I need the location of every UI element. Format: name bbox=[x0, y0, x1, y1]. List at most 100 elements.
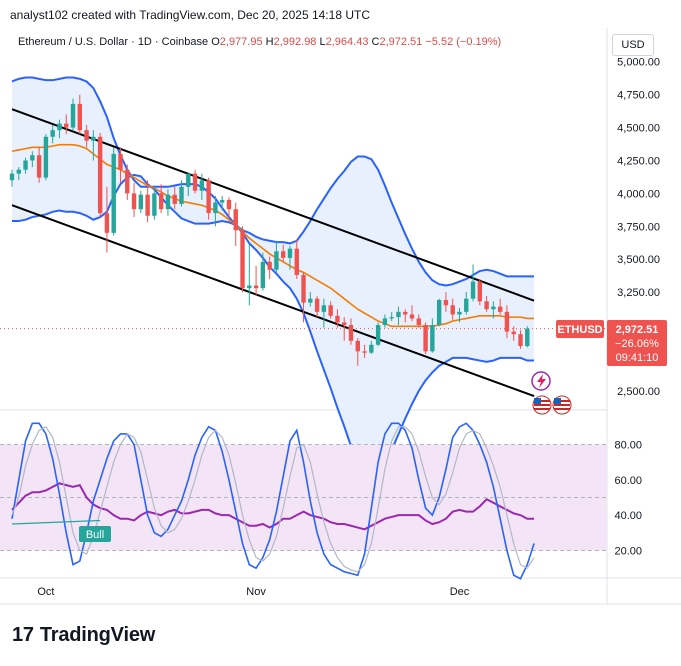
candle bbox=[16, 167, 21, 181]
candle-body bbox=[118, 153, 123, 170]
price-tick-label: 2,500.00 bbox=[617, 386, 660, 398]
candle bbox=[389, 311, 394, 322]
candle-body bbox=[281, 251, 286, 258]
us-flag-icon[interactable] bbox=[532, 395, 552, 415]
candle bbox=[219, 196, 225, 211]
candle-body bbox=[416, 318, 421, 326]
candle bbox=[504, 305, 510, 339]
currency-button[interactable]: USD bbox=[612, 34, 654, 56]
candle-body bbox=[77, 103, 82, 131]
bull-label: Bull bbox=[86, 529, 104, 541]
candle-body bbox=[57, 123, 62, 131]
candle-body bbox=[436, 300, 442, 326]
candle-body bbox=[84, 130, 89, 141]
candle bbox=[362, 344, 367, 358]
candle-body bbox=[213, 202, 218, 214]
candle bbox=[70, 98, 76, 131]
candle-body bbox=[389, 317, 394, 319]
candle bbox=[287, 246, 293, 270]
price-tick-label: 3,750.00 bbox=[617, 221, 660, 233]
tradingview-logo[interactable]: 17 TradingView bbox=[12, 624, 155, 647]
price-tick-label: 4,250.00 bbox=[617, 155, 660, 167]
candle bbox=[355, 338, 360, 366]
bollinger-upper-line bbox=[11, 76, 535, 287]
osc-tick-label: 60.00 bbox=[614, 475, 642, 487]
candle-body bbox=[423, 325, 428, 352]
candle-body bbox=[192, 173, 198, 191]
candle-body bbox=[287, 248, 293, 258]
candle-body bbox=[470, 281, 476, 299]
candle bbox=[525, 326, 530, 348]
candle bbox=[84, 124, 89, 148]
candle-body bbox=[477, 281, 483, 302]
candle-body bbox=[125, 169, 130, 194]
candle bbox=[233, 202, 238, 247]
flash-icon[interactable] bbox=[531, 371, 551, 391]
candle-body bbox=[260, 261, 266, 289]
candle bbox=[436, 298, 442, 327]
candle bbox=[77, 94, 82, 135]
candle-body bbox=[91, 136, 96, 141]
candle bbox=[43, 134, 49, 181]
candle-body bbox=[64, 123, 69, 128]
candle bbox=[382, 314, 388, 328]
candle bbox=[308, 292, 313, 307]
open-label: O bbox=[211, 36, 220, 48]
candle-body bbox=[111, 153, 116, 233]
candle-body bbox=[131, 193, 137, 210]
candle bbox=[314, 296, 320, 318]
candle-body bbox=[274, 251, 279, 270]
candle bbox=[206, 177, 211, 220]
axis-layer: 5,000.00 4,750.00 4,500.00 4,250.00 4,000.00… bbox=[37, 57, 660, 598]
candle-body bbox=[443, 300, 449, 306]
candle bbox=[518, 330, 523, 349]
candle-body bbox=[165, 194, 171, 210]
bollinger-fill bbox=[12, 77, 535, 476]
candle-body bbox=[172, 194, 177, 204]
candle bbox=[36, 147, 42, 183]
candle-body bbox=[314, 298, 320, 312]
candle-body bbox=[375, 325, 381, 345]
price-tick-label: 4,500.00 bbox=[617, 123, 660, 135]
price-tick-label: 3,250.00 bbox=[617, 287, 660, 299]
candle-body bbox=[240, 230, 245, 289]
price-badge: ETHUSD 2,972.51 −26.06% 09:41:10 bbox=[556, 320, 667, 366]
candle bbox=[172, 186, 177, 210]
rsi-ma-line bbox=[11, 519, 101, 525]
candle bbox=[443, 292, 449, 312]
candle bbox=[491, 301, 496, 319]
us-flag-icon[interactable] bbox=[552, 395, 572, 415]
candle bbox=[30, 151, 35, 168]
candle bbox=[50, 124, 55, 144]
candle-body bbox=[70, 103, 76, 128]
candle bbox=[335, 309, 340, 328]
candle bbox=[396, 306, 401, 326]
candle bbox=[64, 114, 69, 135]
ticker-tag bbox=[556, 320, 604, 338]
candle-body bbox=[50, 130, 55, 137]
osc-tick-label: 40.00 bbox=[614, 510, 642, 522]
change-value: −5.52 (−0.19%) bbox=[425, 36, 502, 48]
oscillator-pane[interactable] bbox=[0, 422, 607, 580]
candle bbox=[348, 318, 354, 345]
candle-body bbox=[355, 340, 360, 352]
candle bbox=[91, 130, 96, 161]
price-pane[interactable] bbox=[0, 76, 607, 477]
candle-body bbox=[30, 155, 35, 161]
candle-body bbox=[511, 331, 516, 335]
candle bbox=[125, 164, 130, 200]
price-tag-change: −26.06% bbox=[615, 338, 659, 350]
candle-body bbox=[348, 325, 354, 341]
candle bbox=[464, 292, 469, 315]
osc-tick-label: 20.00 bbox=[614, 546, 642, 558]
candle bbox=[152, 186, 157, 220]
price-tag-value: 2,972.51 bbox=[616, 324, 659, 336]
candle-body bbox=[16, 169, 21, 174]
candle bbox=[430, 318, 435, 353]
candle-body bbox=[138, 194, 144, 210]
candle bbox=[23, 157, 28, 174]
candle bbox=[457, 307, 462, 323]
chart-caption: analyst102 created with TradingView.com,… bbox=[10, 8, 370, 22]
bull-signal: Bull bbox=[79, 526, 111, 542]
